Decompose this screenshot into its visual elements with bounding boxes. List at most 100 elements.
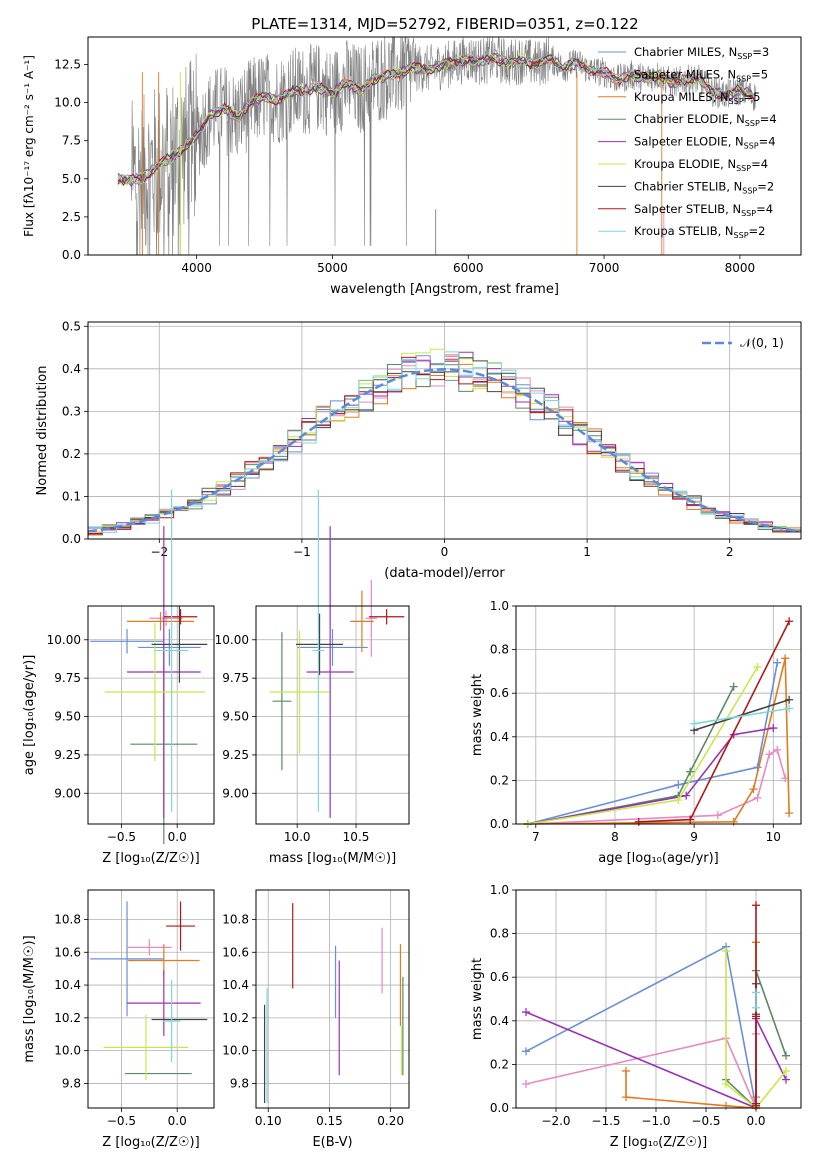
massweight_vs_Z-marker-kroupa_elodie xyxy=(722,1080,730,1089)
mass_vs_Z-data xyxy=(90,901,208,1081)
age_vs_Z-panel: −0.5 0.0 9.00 9.25 9.50 9.75 10.00 Z [log₁₀(Z/Z… xyxy=(22,489,215,866)
massweight_vs_age-series-salpeter_miles xyxy=(527,748,786,825)
spectrum-ylabel: Flux [fλ10⁻¹⁷ erg cm⁻² s⁻¹ A⁻¹] xyxy=(22,55,36,237)
age_vs_Z-grid xyxy=(88,606,214,824)
legend-subscript: SSP xyxy=(741,209,756,218)
age_vs_Z-xtick-label: −0.5 xyxy=(107,830,136,844)
massweight_vs_age-marker-chabrier_stelib xyxy=(785,695,794,704)
spectrum-xlabel: wavelength [Angstrom, rest frame] xyxy=(330,282,559,297)
massweight_vs_age-marker-kroupa_miles xyxy=(785,809,794,818)
massweight_vs_age-plot-area xyxy=(516,606,801,824)
massweight_vs_Z-marker-salpeter_stelib xyxy=(752,901,760,910)
massweight_vs_age-ylabel: mass weight xyxy=(470,674,485,756)
massweight_vs_age-marker-kroupa_miles xyxy=(781,654,790,663)
age_vs_Z-xtick-label: 0.0 xyxy=(168,830,187,844)
massweight_vs_Z-marker-salpeter_stelib xyxy=(752,1012,760,1021)
age_vs_Z-ylabel: age [log₁₀(age/yr)] xyxy=(22,655,37,776)
massweight_vs_age-series-chabrier_miles xyxy=(527,662,779,825)
massweight_vs_age-ytick-label: 0.0 xyxy=(490,817,509,831)
age_vs_mass-xtick-label: 10.0 xyxy=(284,830,311,844)
age_vs_Z-ytick-label: 9.50 xyxy=(54,710,81,724)
normal-legend-label: 𝒩(0, 1) xyxy=(740,336,784,350)
massweight_vs_Z-frame xyxy=(515,889,802,1109)
age_vs_Z-ytick-label: 9.75 xyxy=(54,671,81,685)
massweight_vs_Z-marker-salpeter_elodie xyxy=(522,1008,530,1017)
spectrum-ytick-label: 2.5 xyxy=(62,210,81,224)
massweight_vs_age-marker-salpeter_elodie xyxy=(682,791,691,800)
residuals-xtick-label: 2 xyxy=(726,545,734,559)
mass_vs_Z-ytick-label: 10.6 xyxy=(54,945,81,959)
legend-subscript: SSP xyxy=(742,186,757,195)
massweight_vs_age-xtick-label: 10 xyxy=(766,830,781,844)
massweight_vs_Z-xtick-label: −1.5 xyxy=(591,1114,620,1128)
massweight_vs_age-marker-chabrier_elodie xyxy=(729,682,738,691)
figure-title: PLATE=1314, MJD=52792, FIBERID=0351, z=0… xyxy=(251,15,638,33)
age_vs_Z-ytick-label: 9.25 xyxy=(54,748,81,762)
legend-label: Chabrier MILES, N xyxy=(634,45,737,59)
spectrum-frame xyxy=(87,36,802,256)
massweight_vs_age-marker-salpeter_miles xyxy=(773,745,782,754)
massweight_vs_Z-marker-kroupa_miles xyxy=(622,1093,630,1102)
mass_vs_Z-xtick-label: 0.0 xyxy=(168,1114,187,1128)
age_vs_mass-ytick-label: 9.00 xyxy=(222,786,249,800)
spectrum-model-kroupa_stelib xyxy=(117,53,756,186)
mass_vs_ebv-xlabel: E(B-V) xyxy=(312,1135,352,1150)
mass_vs_ebv-data xyxy=(263,903,404,1104)
legend-subscript: SSP xyxy=(729,97,744,106)
massweight_vs_age-xtick-label: 8 xyxy=(611,830,619,844)
age_vs_Z-data xyxy=(90,489,208,844)
spectrum-model-salpeter_stelib xyxy=(117,55,755,184)
mass_vs_Z-xtick-label: −0.5 xyxy=(107,1114,136,1128)
massweight_vs_Z-ytick-label: 0.6 xyxy=(490,970,509,984)
mass_vs_Z-panel: −0.5 0.0 9.8 10.0 10.2 10.4 10.6 10.8 Z [log₁₀(Z… xyxy=(22,889,215,1150)
massweight_vs_age-marker-salpeter_stelib xyxy=(686,815,695,824)
mass_vs_Z-ytick-label: 10.2 xyxy=(54,1011,81,1025)
spectrum-model-chabrier_stelib xyxy=(117,54,756,187)
legend-entry-chabrier_miles: Chabrier MILES, NSSP=3 xyxy=(634,45,769,61)
legend-subscript: SSP xyxy=(744,142,759,151)
legend-value: =5 xyxy=(751,67,768,81)
mass_vs_ebv-ytick-label: 10.8 xyxy=(222,913,249,927)
age_vs_mass-panel: 10.0 10.5 9.00 9.25 9.50 9.75 10.00 mass [log₁₀… xyxy=(215,489,410,866)
legend-value: =5 xyxy=(744,90,761,104)
legend-label: Chabrier STELIB, N xyxy=(634,179,742,193)
massweight_vs_Z-data xyxy=(522,901,790,1112)
massweight_vs_age-frame xyxy=(515,605,802,825)
spectrum-model-kroupa_elodie xyxy=(117,53,756,186)
legend-value: =4 xyxy=(759,135,776,149)
residuals-ytick-label: 0.3 xyxy=(62,404,81,418)
legend-label: Salpeter STELIB, N xyxy=(634,202,741,216)
age_vs_mass-ytick-label: 9.75 xyxy=(222,671,249,685)
age_vs_Z-xlabel: Z [log₁₀(Z/Z☉)] xyxy=(102,851,199,866)
mass_vs_ebv-ytick-label: 10.2 xyxy=(222,1011,249,1025)
massweight_vs_Z-ytick-label: 0.0 xyxy=(490,1101,509,1115)
mass_vs_ebv-panel: 0.10 0.15 0.20 9.8 10.0 10.2 10.4 10.6 10.8 E(B-V… xyxy=(222,889,410,1150)
massweight_vs_age-marker-salpeter_miles xyxy=(713,811,722,820)
massweight_vs_Z-ytick-label: 0.4 xyxy=(490,1014,509,1028)
massweight_vs_age-marker-kroupa_elodie xyxy=(674,796,683,805)
massweight_vs_Z-ytick-label: 0.8 xyxy=(490,927,509,941)
massweight_vs_Z-ytick-label: 0.2 xyxy=(490,1057,509,1071)
massweight_vs_age-marker-chabrier_elodie xyxy=(686,767,695,776)
massweight_vs_age-marker-salpeter_stelib xyxy=(785,617,794,626)
mass_vs_ebv-ytick-label: 10.0 xyxy=(222,1044,249,1058)
age_vs_Z-ytick-label: 10.00 xyxy=(47,633,81,647)
massweight_vs_Z-panel: −2.0 −1.5 −1.0 −0.5 0.0 0.0 0.2 0.4 0.6 0.8 1.0 Z [… xyxy=(470,883,802,1150)
residuals-xtick-label: −1 xyxy=(293,545,311,559)
massweight_vs_Z-marker-chabrier_miles xyxy=(522,1047,530,1056)
mass_vs_Z-ylabel: mass [log₁₀(M/M☉)] xyxy=(22,935,37,1062)
legend-label: Kroupa STELIB, N xyxy=(634,224,734,238)
residuals-xtick-label: −2 xyxy=(150,545,168,559)
legend-subscript: SSP xyxy=(736,164,751,173)
massweight_vs_age-ytick-label: 0.8 xyxy=(490,643,509,657)
legend-value: =2 xyxy=(757,179,774,193)
age_vs_mass-ytick-label: 9.50 xyxy=(222,710,249,724)
massweight_vs_Z-plot-area xyxy=(516,890,801,1108)
massweight_vs_Z-marker-kroupa_stelib xyxy=(752,1003,760,1012)
massweight_vs_Z-marker-salpeter_elodie xyxy=(782,1075,790,1084)
legend-entry-kroupa_stelib: Kroupa STELIB, NSSP=2 xyxy=(634,224,765,240)
age_vs_Z-frame xyxy=(87,605,215,825)
spectrum-ytick-label: 5.0 xyxy=(62,172,81,186)
mass_vs_Z-ytick-label: 10.0 xyxy=(54,1044,81,1058)
mass_vs_ebv-xtick-label: 0.10 xyxy=(255,1114,282,1128)
